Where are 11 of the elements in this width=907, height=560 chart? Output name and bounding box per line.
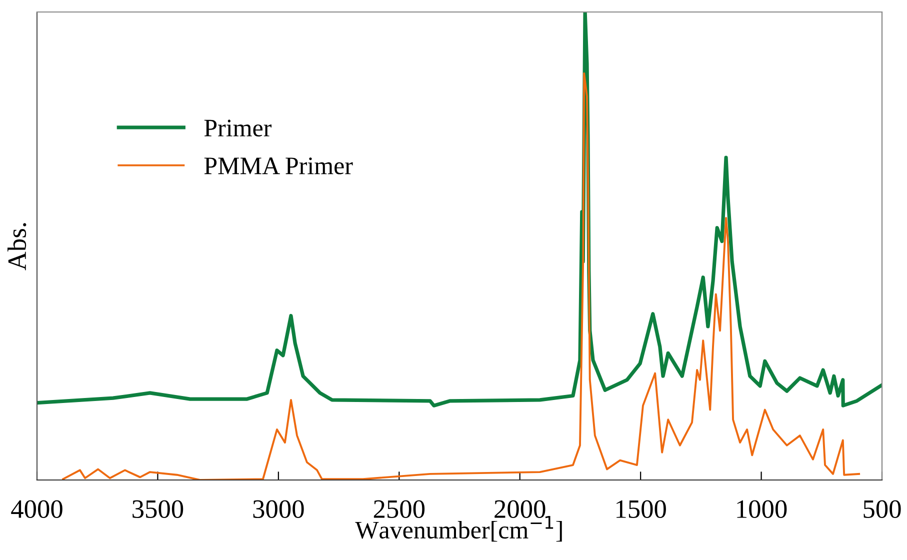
x-tick-label: 3000 (253, 500, 304, 518)
x-tick-label: 2500 (374, 500, 425, 518)
x-tick-label: 1000 (737, 500, 787, 518)
y-axis-title: Abs. (8, 223, 26, 270)
x-tick-label: 2000 (494, 500, 546, 518)
x-tick-label: 4000 (11, 500, 62, 518)
x-tick-label: 3500 (132, 500, 184, 518)
legend-label: Primer (204, 120, 272, 136)
legend-label: PMMA Primer (204, 158, 353, 174)
x-tick-label: 500 (864, 500, 901, 518)
x-tick-label: 1500 (616, 500, 666, 518)
